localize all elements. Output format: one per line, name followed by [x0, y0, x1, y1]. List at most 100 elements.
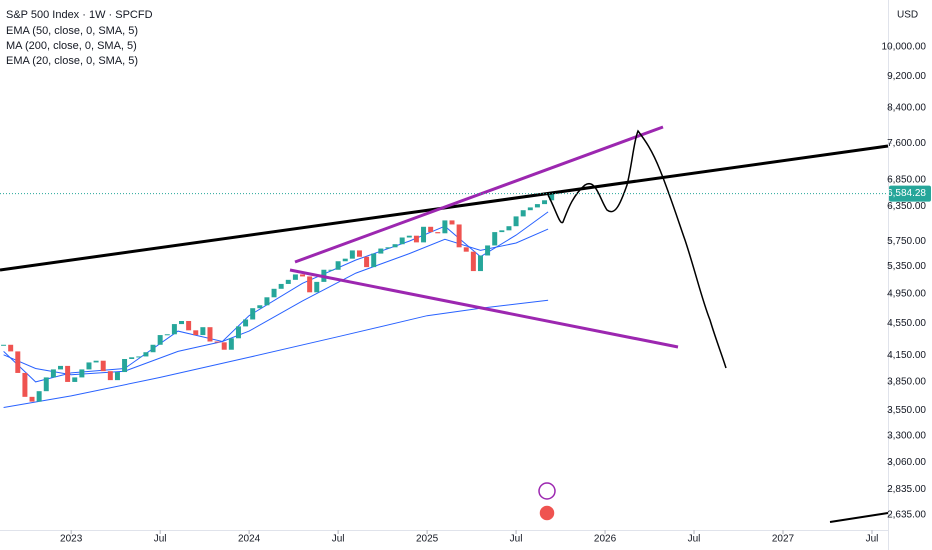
candle-body — [50, 369, 56, 378]
candle-body — [506, 226, 512, 231]
candle-body — [264, 297, 270, 306]
legend-entry: MA (200, close, 0, SMA, 5) — [6, 40, 137, 52]
x-tick-label: 2025 — [416, 534, 439, 545]
candle-body — [171, 324, 177, 335]
candle-body — [143, 352, 149, 357]
candle-body — [86, 362, 92, 370]
candle-body — [43, 377, 49, 392]
x-tick-label: Jul — [510, 534, 523, 545]
candle-body — [114, 372, 120, 381]
candle-body — [364, 256, 370, 268]
y-tick-label: 3,060.00 — [887, 457, 926, 468]
y-tick-label: 4,150.00 — [887, 350, 926, 361]
candle-body — [58, 365, 63, 370]
wedge-line — [294, 125, 664, 264]
candle-body — [449, 220, 455, 225]
trend-line — [829, 512, 889, 523]
y-tick-label: 6,850.00 — [887, 174, 926, 185]
candle-body — [392, 244, 398, 248]
candle-body — [72, 377, 78, 382]
candle-body — [492, 232, 498, 246]
candle-body — [235, 326, 241, 339]
candle-body — [371, 253, 377, 268]
candle-body — [406, 235, 412, 238]
plot-area — [1, 193, 555, 408]
candle-body — [385, 247, 391, 249]
event-icon[interactable] — [538, 504, 556, 522]
candle-body — [542, 200, 548, 205]
y-tick-label: 3,550.00 — [887, 405, 926, 416]
candle-body — [534, 204, 540, 208]
candle-body — [527, 207, 533, 211]
x-tick-label: 2027 — [772, 534, 795, 545]
currency-label: USD — [897, 10, 918, 21]
candle-body — [285, 279, 291, 284]
candle-body — [221, 342, 227, 350]
candle-body — [257, 305, 263, 309]
last-price-label: 6,584.28 — [887, 188, 926, 199]
candle-body — [300, 274, 306, 277]
x-tick-label: Jul — [332, 534, 345, 545]
x-tick-label: Jul — [688, 534, 701, 545]
candle-body — [122, 359, 128, 373]
x-tick-label: 2026 — [594, 534, 617, 545]
y-tick-label: 2,635.00 — [887, 510, 926, 521]
y-tick-label: 4,950.00 — [887, 288, 926, 299]
candle-body — [157, 335, 163, 345]
candle-body — [378, 248, 384, 254]
candle-body — [413, 235, 419, 243]
candle-body — [349, 250, 355, 259]
candle-body — [356, 250, 362, 257]
candle-body — [164, 334, 170, 336]
legend-entry: EMA (50, close, 0, SMA, 5) — [6, 25, 138, 37]
candle-body — [65, 365, 71, 382]
moving-average-line — [3, 299, 549, 408]
last-price-box — [889, 185, 931, 202]
candle-body — [250, 308, 256, 320]
event-icon[interactable] — [538, 482, 556, 500]
candle-body — [470, 251, 476, 272]
x-tick-label: Jul — [866, 534, 879, 545]
x-tick-label: Jul — [154, 534, 167, 545]
candle-body — [228, 338, 234, 350]
y-tick-label: 8,400.00 — [887, 103, 926, 114]
candle-body — [107, 371, 113, 381]
candle-body — [79, 369, 85, 378]
candle-body — [243, 319, 249, 327]
candle-body — [520, 210, 526, 217]
chart-title: S&P 500 Index · 1W · SPCFD — [6, 9, 153, 21]
y-tick-label: 6,350.00 — [887, 201, 926, 212]
candle-body — [335, 261, 341, 270]
candle-body — [186, 320, 192, 331]
candle-body — [36, 391, 42, 402]
y-tick-label: 5,750.00 — [887, 236, 926, 247]
candle-body — [292, 274, 298, 280]
candle-body — [8, 344, 14, 352]
y-tick-label: 5,350.00 — [887, 261, 926, 272]
candle-body — [399, 237, 405, 245]
candle-body — [150, 344, 156, 353]
candle-body — [463, 247, 469, 252]
hand-drawn-path — [547, 129, 727, 369]
y-tick-label: 3,850.00 — [887, 377, 926, 388]
x-tick-label: 2023 — [60, 534, 83, 545]
candle-body — [442, 220, 448, 234]
candle-body — [179, 320, 185, 325]
x-tick-label: 2024 — [238, 534, 261, 545]
candle-body — [328, 269, 334, 271]
candle-body — [549, 193, 555, 201]
legend-entry: EMA (20, close, 0, SMA, 5) — [6, 55, 138, 67]
y-tick-label: 9,200.00 — [887, 71, 926, 82]
candle-body — [477, 255, 483, 272]
wedge-line — [289, 268, 679, 349]
candle-body — [421, 226, 427, 243]
candle-body — [214, 341, 220, 343]
y-tick-label: 4,550.00 — [887, 318, 926, 329]
candle-body — [499, 230, 505, 233]
candle-body — [15, 351, 21, 373]
candle-body — [428, 226, 434, 233]
candle-body — [271, 288, 277, 298]
candle-body — [29, 396, 35, 402]
